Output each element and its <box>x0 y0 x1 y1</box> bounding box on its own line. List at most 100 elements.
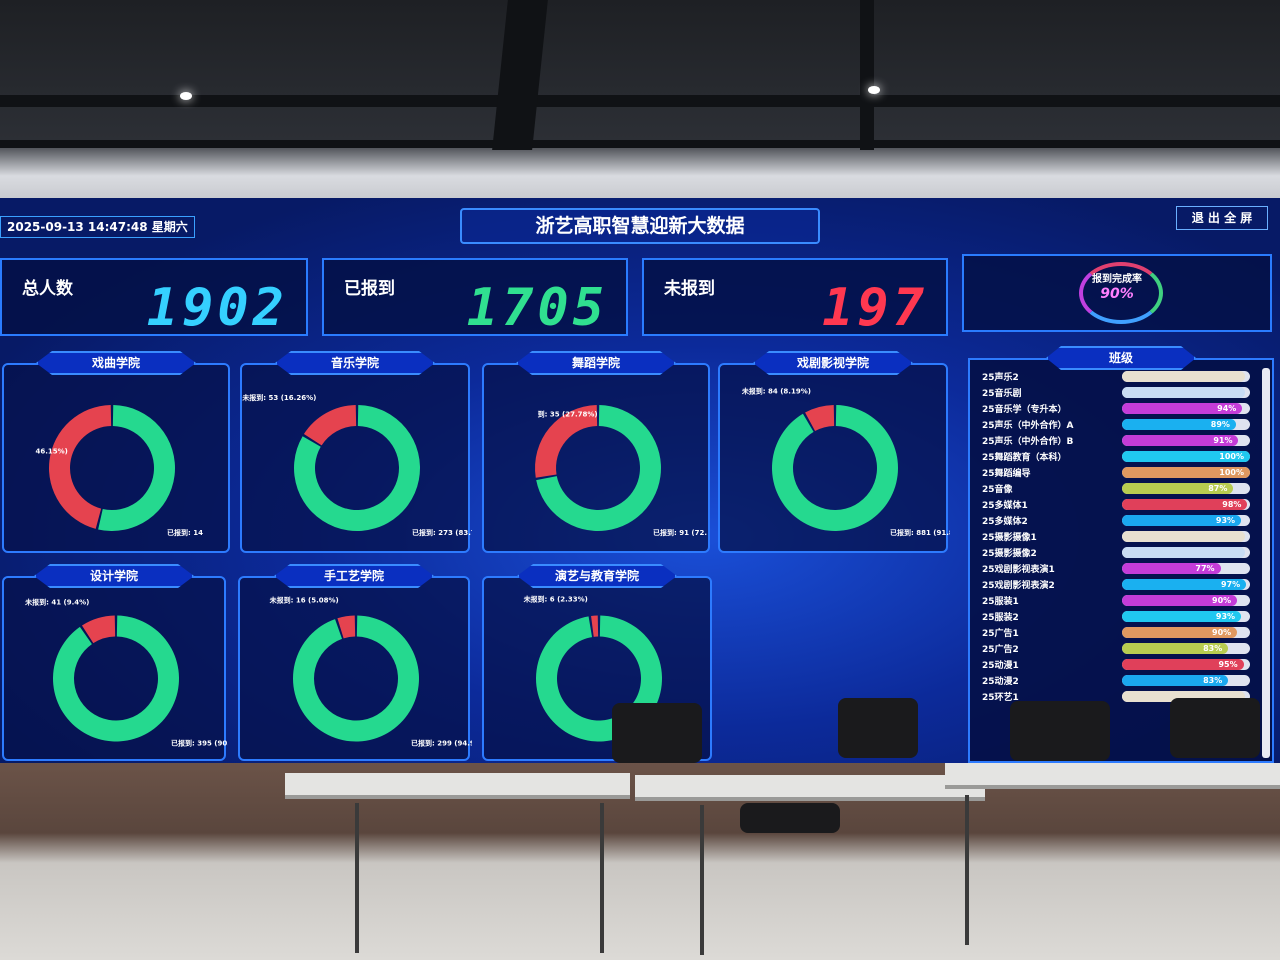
reported-slice[interactable] <box>98 405 175 531</box>
progress-track <box>1122 691 1250 702</box>
progress-track: 90% <box>1122 595 1250 606</box>
progress-track: 90% <box>1122 627 1250 638</box>
slice-label: 未报到: 16 (5.08%) <box>270 595 339 604</box>
donut-chart: 未报到: 16 (5.08%) 已报到: 299 (94.92%) <box>270 595 472 747</box>
class-row: 25音乐剧 <box>982 384 1272 400</box>
class-name: 25服装2 <box>982 613 1019 623</box>
chair <box>838 698 918 758</box>
class-name: 25多媒体1 <box>982 501 1028 511</box>
unreported-slice[interactable] <box>337 615 356 639</box>
progress-track: 83% <box>1122 675 1250 686</box>
progress-percent: 94% <box>1217 404 1237 413</box>
progress-percent: 97% <box>1221 580 1241 589</box>
class-name: 25广告2 <box>982 645 1019 655</box>
progress-track: 87% <box>1122 483 1250 494</box>
class-name: 25广告1 <box>982 629 1019 639</box>
progress-fill <box>1122 531 1245 542</box>
college-title: 手工艺学院 <box>274 564 434 588</box>
stat-reported: 已报到 1705 <box>322 258 628 338</box>
exit-fullscreen-button[interactable]: 退 出 全 屏 <box>1176 206 1268 230</box>
class-name: 25声乐（中外合作）B <box>982 437 1074 447</box>
donut-chart: 46.15%) 已报到: 14 <box>36 405 203 537</box>
slice-label: 已报到: 14 <box>167 528 203 537</box>
table <box>945 763 1280 789</box>
progress-fill: 100% <box>1122 451 1250 462</box>
class-row: 25服装1 90% <box>982 592 1272 608</box>
class-row: 25音像 87% <box>982 480 1272 496</box>
progress-fill <box>1122 387 1245 398</box>
slice-label: 已报到: 395 (90.6%) <box>171 739 228 748</box>
class-name: 25服装1 <box>982 597 1019 607</box>
class-name: 25摄影摄像1 <box>982 533 1037 543</box>
stat-value: 1902 <box>146 278 288 338</box>
progress-track <box>1122 371 1250 382</box>
class-name: 25舞蹈编导 <box>982 469 1031 479</box>
class-row: 25音乐学（专升本） 94% <box>982 400 1272 416</box>
college-panel: 戏曲学院 46.15%) 已报到: 14 <box>2 351 230 553</box>
chair <box>740 803 840 833</box>
progress-fill: 90% <box>1122 627 1238 638</box>
progress-track: 77% <box>1122 563 1250 574</box>
class-row: 25舞蹈编导 100% <box>982 464 1272 480</box>
class-name: 25舞蹈教育（本科） <box>982 453 1067 463</box>
progress-percent: 90% <box>1212 628 1232 637</box>
progress-percent: 83% <box>1203 644 1223 653</box>
college-title: 戏剧影视学院 <box>753 351 913 375</box>
class-row: 25多媒体1 98% <box>982 496 1272 512</box>
progress-track: 100% <box>1122 467 1250 478</box>
progress-fill: 95% <box>1122 659 1244 670</box>
class-row: 25戏剧影视表演2 97% <box>982 576 1272 592</box>
class-panel: 班级 25声乐2 25音乐剧 25音乐学（专升本） 94% 25声乐（中外合作）A… <box>968 346 1274 763</box>
class-row: 25摄影摄像2 <box>982 544 1272 560</box>
scrollbar[interactable] <box>1262 368 1270 758</box>
reported-slice[interactable] <box>536 405 661 531</box>
progress-percent: 91% <box>1213 436 1233 445</box>
unreported-slice[interactable] <box>805 405 835 432</box>
unreported-slice[interactable] <box>81 615 116 644</box>
datetime: 2025-09-13 14:47:48 星期六 <box>0 216 195 238</box>
donut-chart: 未报到: 53 (16.26%) 已报到: 273 (83.74%) <box>242 393 472 537</box>
progress-fill <box>1122 691 1245 702</box>
unreported-slice[interactable] <box>303 405 357 446</box>
unreported-slice[interactable] <box>591 615 599 637</box>
completion-label: 报到完成率 <box>1092 274 1142 285</box>
stat-label: 总人数 <box>22 279 73 299</box>
chair <box>1010 701 1110 761</box>
progress-percent: 90% <box>1212 596 1232 605</box>
progress-percent: 93% <box>1215 612 1236 621</box>
reported-slice[interactable] <box>294 405 420 531</box>
class-row: 25声乐2 <box>982 368 1272 384</box>
progress-track: 91% <box>1122 435 1250 446</box>
progress-fill <box>1122 547 1245 558</box>
dashboard-screen: 2025-09-13 14:47:48 星期六 浙艺高职智慧迎新大数据 退 出 … <box>0 198 1280 763</box>
completion-ring-icon <box>1079 262 1163 324</box>
chair <box>1170 698 1260 758</box>
reported-slice[interactable] <box>293 615 419 742</box>
class-name: 25声乐（中外合作）A <box>982 421 1074 431</box>
progress-fill: 89% <box>1122 419 1236 430</box>
progress-percent: 89% <box>1210 420 1230 429</box>
class-name: 25动漫2 <box>982 677 1019 687</box>
progress-fill: 83% <box>1122 643 1229 654</box>
reported-slice[interactable] <box>772 405 898 531</box>
progress-percent: 100% <box>1219 452 1244 461</box>
progress-track: 97% <box>1122 579 1250 590</box>
slice-label: 未报到: 84 (8.19%) <box>742 386 811 395</box>
college-title: 舞蹈学院 <box>516 351 676 375</box>
class-name: 25音像 <box>982 485 1013 495</box>
college-panel: 舞蹈学院 到: 35 (27.78%) 已报到: 91 (72. <box>482 351 710 553</box>
chair <box>612 703 702 763</box>
slice-label: 未报到: 6 (2.33%) <box>524 595 588 604</box>
reported-slice[interactable] <box>53 615 180 742</box>
floor <box>0 698 1280 960</box>
slice-label: 未报到: 41 (9.4%) <box>25 598 89 607</box>
class-row: 25声乐（中外合作）B 91% <box>982 432 1272 448</box>
progress-track <box>1122 387 1250 398</box>
unreported-slice[interactable] <box>535 405 598 478</box>
class-name: 25多媒体2 <box>982 517 1028 527</box>
unreported-slice[interactable] <box>49 405 112 529</box>
stat-value: 197 <box>822 278 928 338</box>
